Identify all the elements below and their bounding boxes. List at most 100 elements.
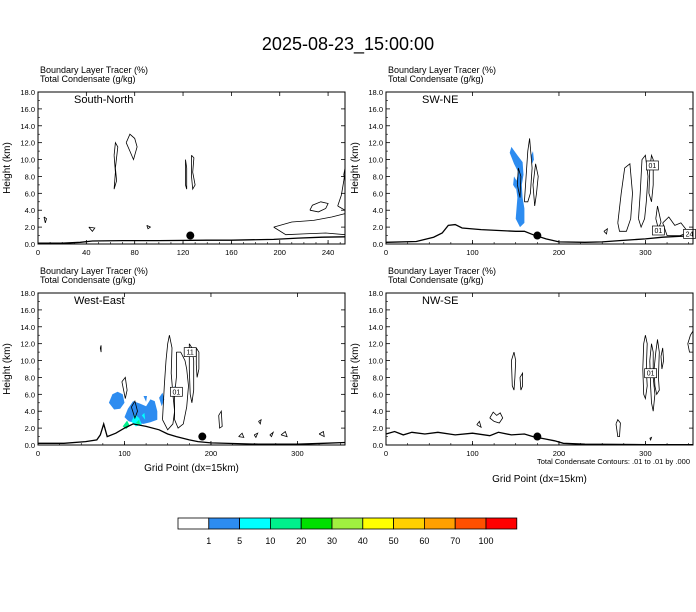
- condensate-contour: [218, 409, 223, 429]
- condensate-contour: [273, 213, 346, 236]
- y-tick-label: 16.0: [20, 105, 35, 114]
- condensate-contour: [532, 163, 539, 207]
- y-tick-label: 0.0: [25, 441, 35, 450]
- y-tick-label: 18.0: [368, 289, 383, 298]
- condensate-contours: [43, 133, 346, 236]
- panel-header-condensate: Total Condensate (g/kg): [40, 74, 136, 84]
- colorbar-label: 60: [419, 536, 429, 546]
- y-axis-label: Height (km): [2, 343, 13, 395]
- y-axis-label: Height (km): [2, 142, 13, 194]
- condensate-contour: [655, 205, 662, 231]
- colorbar-swatch: [331, 517, 364, 530]
- condensate-contour: [269, 431, 275, 438]
- colorbar-swatch: [393, 517, 425, 530]
- condensate-contour: [253, 432, 259, 439]
- colorbar-swatch: [300, 517, 333, 530]
- condensate-contour: [642, 335, 648, 401]
- condensate-contour: [43, 216, 47, 224]
- colorbar-swatch: [177, 517, 210, 530]
- x-tick-label: 240: [322, 248, 335, 257]
- station-marker: [533, 231, 542, 240]
- colorbar: 1 5 10 20 30 40 50 60 70 100: [177, 517, 518, 546]
- condensate-contour: [88, 226, 96, 232]
- y-tick-label: 16.0: [368, 105, 383, 114]
- contour-label: 01: [655, 228, 663, 235]
- condensate-contour: [309, 201, 329, 213]
- tracer-area: [141, 412, 146, 420]
- panel-header-tracer: Boundary Layer Tracer (%): [388, 266, 496, 276]
- section-name-label: West-East: [74, 295, 125, 307]
- condensate-contour: [121, 376, 128, 399]
- condensate-contour: [615, 418, 621, 438]
- condensate-contour: [649, 436, 653, 441]
- x-tick-label: 100: [466, 449, 479, 458]
- terrain-line: [385, 430, 693, 446]
- station-marker: [198, 432, 207, 441]
- terrain-line: [38, 421, 346, 445]
- y-tick-label: 8.0: [373, 172, 383, 181]
- condensate-contour: [146, 225, 152, 230]
- condensate-contour: [258, 418, 262, 425]
- y-tick-label: 18.0: [20, 88, 35, 97]
- condensate-contour: [195, 347, 200, 378]
- y-tick-label: 10.0: [20, 357, 35, 366]
- section-name-label: NW-SE: [422, 295, 458, 307]
- colorbar-swatch: [239, 517, 271, 530]
- y-tick-label: 10.0: [20, 156, 35, 165]
- tracer-area: [124, 399, 158, 424]
- tracer-area: [513, 176, 517, 190]
- y-tick-label: 2.0: [25, 424, 35, 433]
- colorbar-label: 5: [237, 536, 242, 546]
- condensate-contour: [185, 159, 188, 190]
- y-tick-label: 4.0: [25, 206, 35, 215]
- y-tick-label: 8.0: [25, 172, 35, 181]
- contour-label-box: [644, 368, 657, 379]
- contour-label-box: [646, 160, 659, 171]
- y-tick-label: 0.0: [373, 441, 383, 450]
- x-tick-label: 100: [118, 449, 131, 458]
- condensate-contour: [489, 411, 504, 424]
- y-tick-label: 6.0: [373, 189, 383, 198]
- colorbar-label: 50: [389, 536, 399, 546]
- colorbar-swatch: [208, 517, 241, 530]
- panel-south-north: Boundary Layer Tracer (%)Total Condensat…: [2, 65, 346, 257]
- y-tick-label: 16.0: [20, 306, 35, 315]
- y-tick-label: 18.0: [20, 289, 35, 298]
- x-tick-label: 200: [273, 248, 286, 257]
- station-marker: [186, 231, 195, 240]
- condensate-contour: [524, 138, 533, 203]
- y-tick-label: 8.0: [25, 373, 35, 382]
- colorbar-swatch: [423, 517, 456, 530]
- colorbar-label: 10: [265, 536, 275, 546]
- condensate-contours: [517, 138, 694, 237]
- y-tick-label: 14.0: [368, 122, 383, 131]
- panel-header-tracer: Boundary Layer Tracer (%): [40, 266, 148, 276]
- condensate-contour: [519, 371, 523, 391]
- condensate-contour: [517, 167, 522, 198]
- panel-nw-se: Boundary Layer Tracer (%)Total Condensat…: [350, 266, 694, 485]
- contour-label: 01: [647, 371, 655, 378]
- colorbar-label: 1: [206, 536, 211, 546]
- tracer-area: [159, 392, 165, 407]
- condensate-contours: [476, 329, 694, 441]
- tracer-area: [135, 419, 140, 425]
- y-tick-label: 14.0: [20, 323, 35, 332]
- x-tick-label: 200: [553, 248, 566, 257]
- y-tick-label: 2.0: [25, 223, 35, 232]
- x-tick-label: 0: [384, 449, 388, 458]
- x-tick-label: 300: [291, 449, 304, 458]
- colorbar-label: 20: [296, 536, 306, 546]
- colorbar-swatch: [485, 517, 518, 530]
- condensate-contour: [113, 141, 119, 190]
- tracer-areas: [108, 385, 176, 429]
- x-tick-label: 0: [36, 248, 40, 257]
- condensate-contour: [511, 351, 517, 391]
- tracer-area: [509, 146, 525, 228]
- station-marker: [533, 432, 542, 441]
- panel-sw-ne: Boundary Layer Tracer (%)Total Condensat…: [350, 65, 696, 257]
- contour-label: 01: [648, 163, 656, 170]
- y-tick-label: 2.0: [373, 223, 383, 232]
- colorbar-label: 70: [450, 536, 460, 546]
- x-tick-label: 0: [36, 449, 40, 458]
